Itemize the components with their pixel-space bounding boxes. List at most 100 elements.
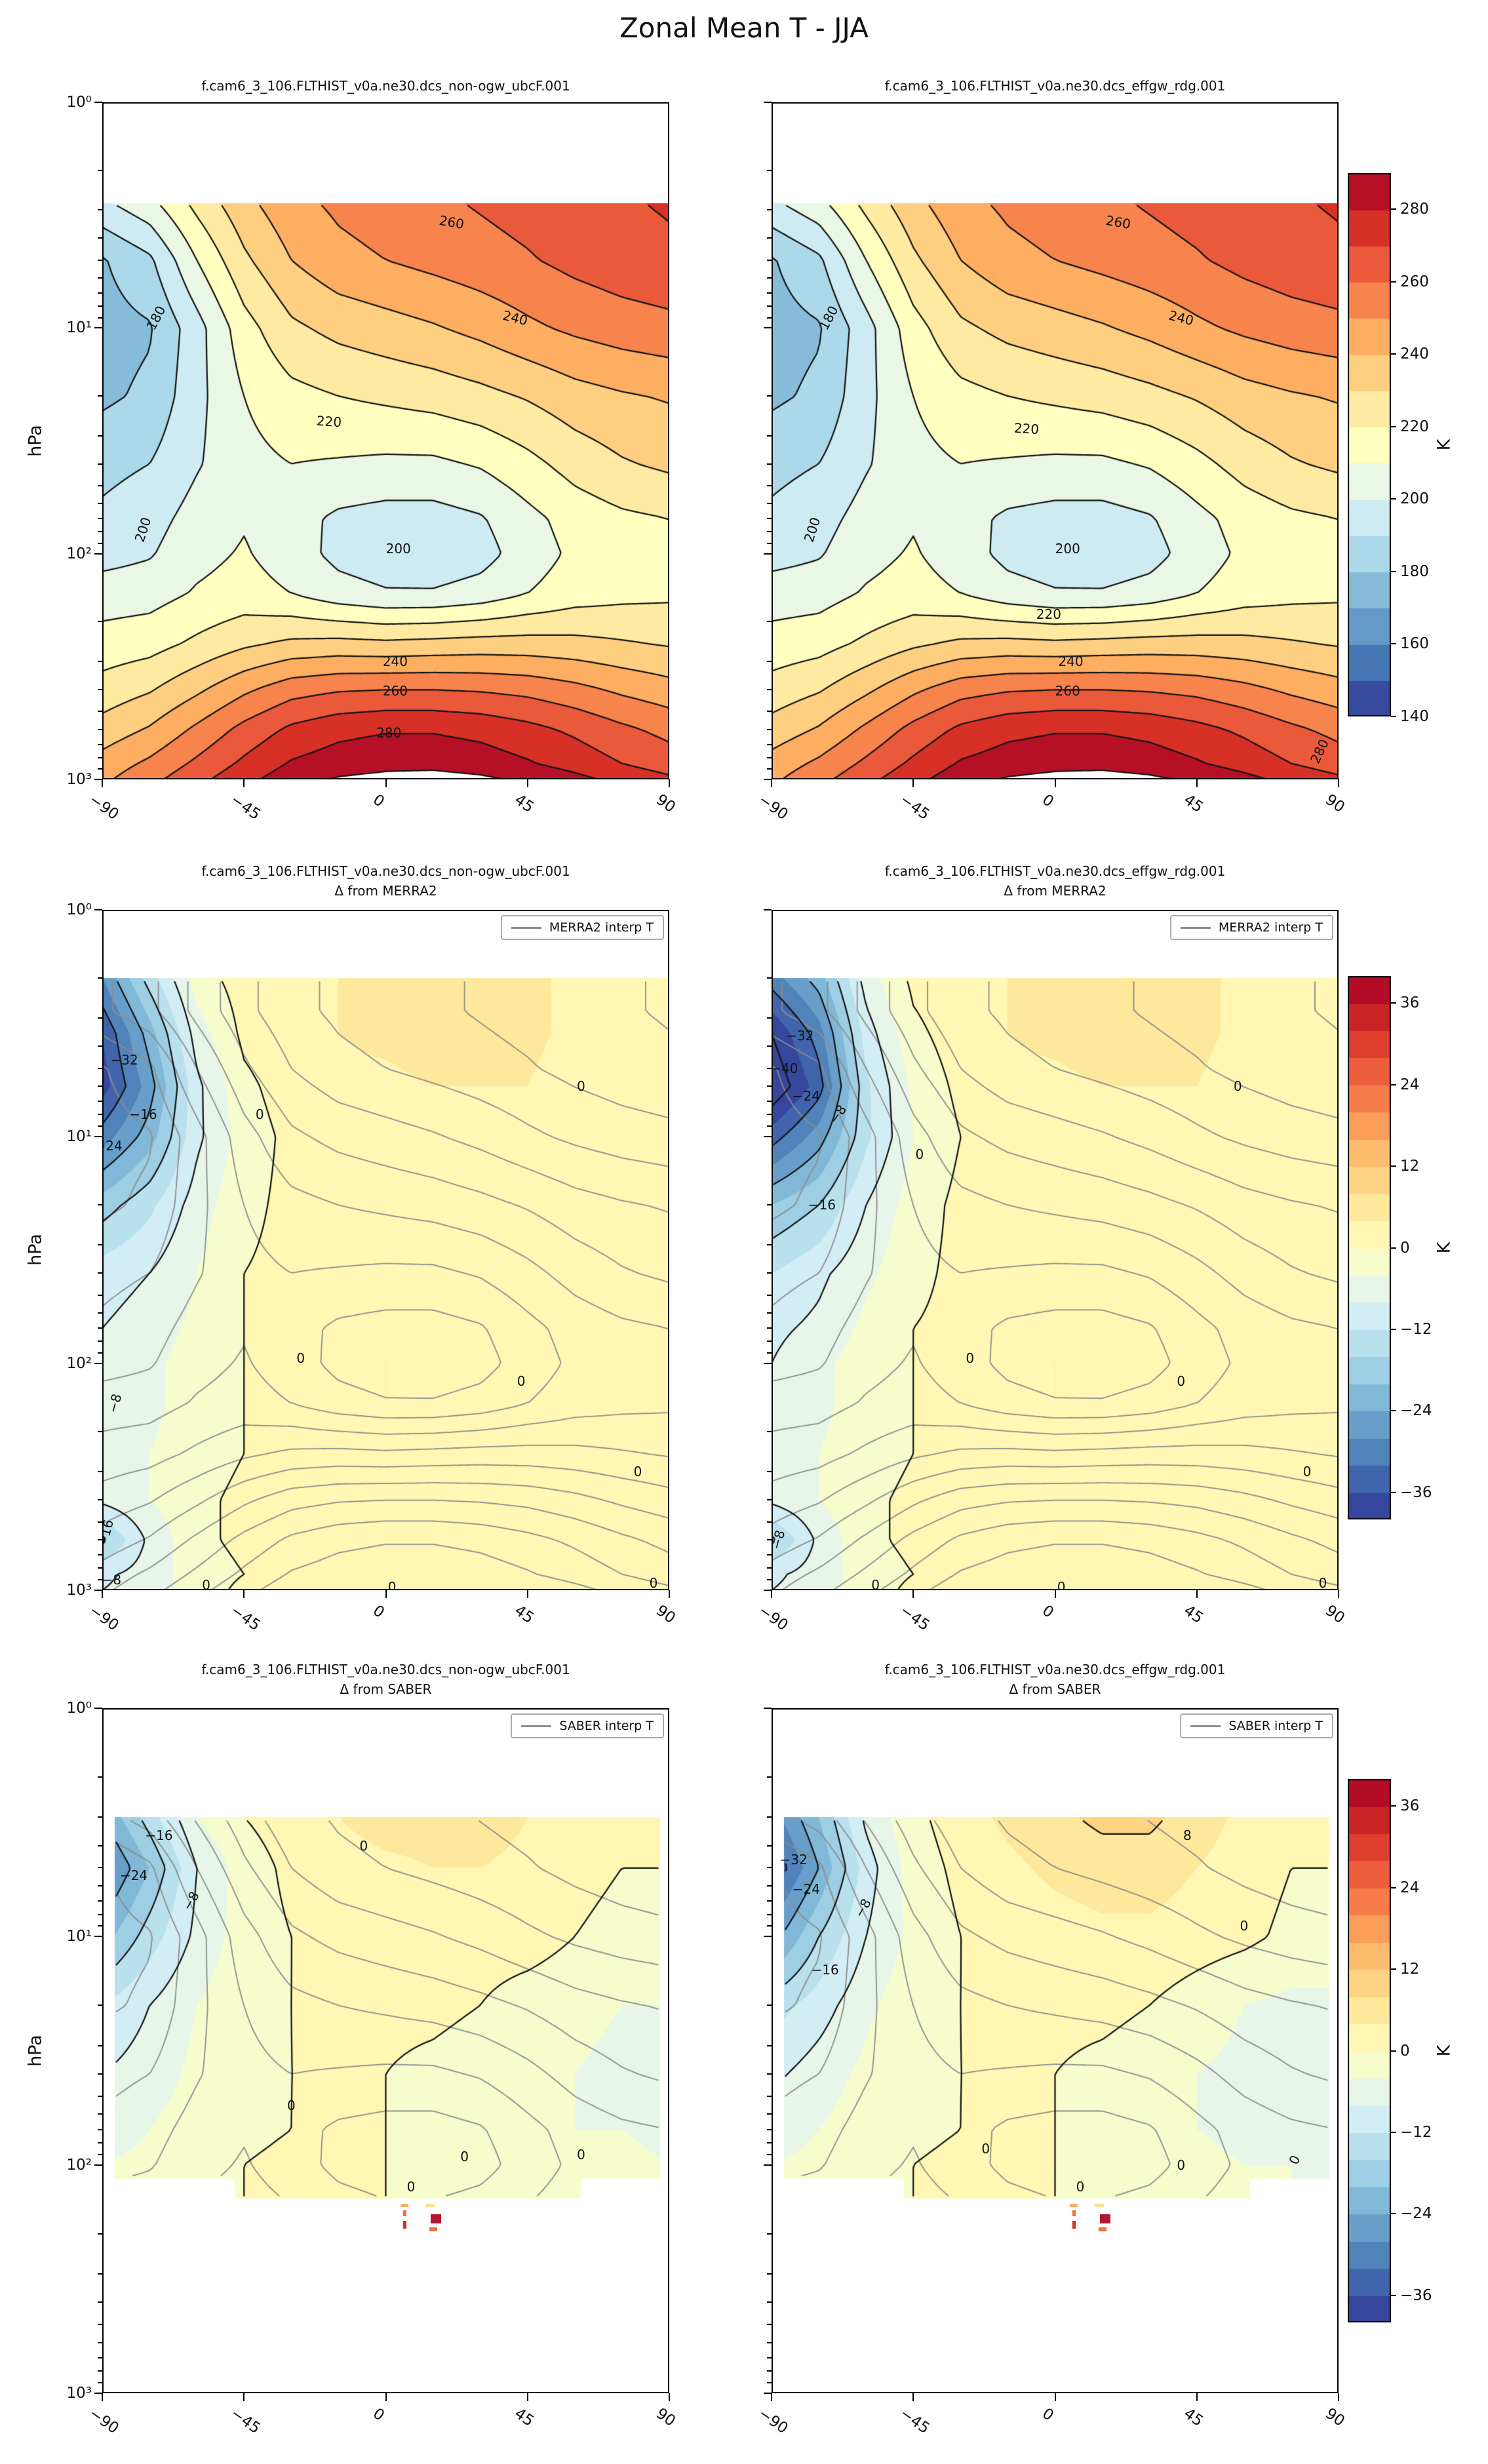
axis-tick <box>98 237 102 239</box>
axis-tick <box>767 2273 772 2275</box>
axis-tick <box>1391 570 1396 572</box>
axis-tick <box>98 2128 102 2130</box>
axis-tick <box>767 2341 772 2343</box>
axis-tick <box>767 768 772 770</box>
axis-tick <box>771 2393 772 2401</box>
axis-tick <box>98 2044 102 2046</box>
axis-tick <box>764 909 772 910</box>
colorbar-unit-label: K <box>1434 2044 1455 2056</box>
axis-tick <box>1391 1968 1396 1970</box>
x-tick-label: 90 <box>653 2405 678 2431</box>
axis-tick <box>98 209 102 211</box>
axis-tick <box>767 1125 772 1127</box>
axis-tick <box>102 1590 103 1598</box>
axis-tick <box>94 2164 102 2166</box>
axis-tick <box>98 1244 102 1246</box>
axis-tick <box>767 1340 772 1342</box>
axis-tick <box>912 2393 914 2401</box>
axis-tick <box>767 2044 772 2046</box>
axis-tick <box>767 977 772 979</box>
axis-tick <box>764 1136 772 1137</box>
panel-title-row3-right: f.cam6_3_106.FLTHIST_v0a.ne30.dcs_effgw_… <box>772 1660 1339 1699</box>
axis-tick <box>98 1867 102 1869</box>
y-tick-label: 10² <box>66 2156 92 2174</box>
x-tick-label: −45 <box>227 791 264 824</box>
axis-tick <box>767 1085 772 1087</box>
y-axis-label-row3: hPa <box>25 2034 46 2067</box>
contour-label: 0 <box>1318 1575 1327 1590</box>
axis-tick <box>912 779 914 787</box>
axis-tick <box>98 728 102 730</box>
axis-tick <box>767 2324 772 2326</box>
axis-tick <box>98 259 102 261</box>
axis-tick <box>767 621 772 623</box>
axis-tick <box>98 305 102 307</box>
legend: SABER interp T <box>1180 1713 1333 1738</box>
panel-title-line2: Δ from SABER <box>340 1681 432 1697</box>
axis-tick <box>1196 1590 1198 1598</box>
axis-tick <box>767 1046 772 1047</box>
axis-tick <box>98 1312 102 1314</box>
axis-tick <box>767 2382 772 2384</box>
y-tick-label: 10¹ <box>66 1128 92 1145</box>
colorbar-tick-label: 220 <box>1400 418 1429 435</box>
contour-label: 0 <box>1233 1078 1242 1095</box>
colorbar-unit-label: K <box>1434 1242 1455 1253</box>
contour-panel-row3-right: 8 −32 −24 −8 −16 0 0 0 0 0 SABER interp T <box>772 1708 1339 2393</box>
axis-tick <box>385 1590 387 1598</box>
axis-tick <box>94 1363 102 1364</box>
axis-tick <box>1391 1328 1396 1330</box>
axis-tick <box>98 531 102 533</box>
contour-label: 0 <box>406 2179 416 2195</box>
axis-tick <box>98 1085 102 1087</box>
axis-tick <box>767 1885 772 1887</box>
stray-data-mark <box>402 2210 406 2217</box>
axis-tick <box>767 1867 772 1869</box>
axis-tick <box>1391 353 1396 355</box>
axis-tick <box>98 395 102 397</box>
axis-tick <box>98 1431 102 1433</box>
axis-tick <box>1196 2393 1198 2401</box>
axis-tick <box>767 1539 772 1541</box>
axis-tick <box>98 1340 102 1342</box>
colorbar-tick-label: 36 <box>1400 994 1420 1012</box>
axis-tick <box>98 2301 102 2303</box>
colorbar-tick-label: 0 <box>1400 1239 1410 1257</box>
axis-tick <box>764 102 772 103</box>
contour-label: 220 <box>1013 420 1040 438</box>
stray-data-mark <box>429 2227 437 2232</box>
axis-tick <box>98 756 102 758</box>
legend: MERRA2 interp T <box>500 915 664 940</box>
axis-tick <box>767 2004 772 2006</box>
axis-tick <box>767 1499 772 1501</box>
axis-tick <box>767 1554 772 1556</box>
axis-tick <box>767 1067 772 1069</box>
x-tick-label: −45 <box>897 791 933 824</box>
axis-tick <box>1054 2393 1056 2401</box>
contour-label: 0 <box>1302 1464 1312 1480</box>
axis-tick <box>767 711 772 713</box>
axis-tick <box>669 779 670 787</box>
contour-panel-row2-right: −32 −40 −24 −8 −16 0 0 0 0 0 −8 0 0 0 MERRA2 interp T <box>772 910 1339 1590</box>
axis-tick <box>767 1352 772 1354</box>
axis-tick <box>1391 2050 1396 2052</box>
x-tick-label: 90 <box>653 791 678 817</box>
contour-label: 220 <box>1036 606 1061 622</box>
legend-line-sample <box>521 1725 552 1727</box>
axis-tick <box>243 2393 245 2401</box>
x-tick-label: 90 <box>1322 2405 1348 2431</box>
contour-label: 240 <box>382 653 408 669</box>
x-tick-label: 90 <box>1322 1602 1348 1628</box>
axis-tick <box>98 2153 102 2155</box>
axis-tick <box>764 553 772 555</box>
contour-label: 0 <box>296 1350 305 1367</box>
axis-tick <box>94 102 102 103</box>
axis-tick <box>1338 1590 1339 1598</box>
axis-tick <box>98 1913 102 1915</box>
axis-tick <box>767 2357 772 2359</box>
axis-tick <box>767 743 772 745</box>
axis-tick <box>771 1590 772 1598</box>
axis-tick <box>98 711 102 713</box>
contour-label: −24 <box>102 1138 123 1154</box>
contour-label: 220 <box>316 412 342 431</box>
